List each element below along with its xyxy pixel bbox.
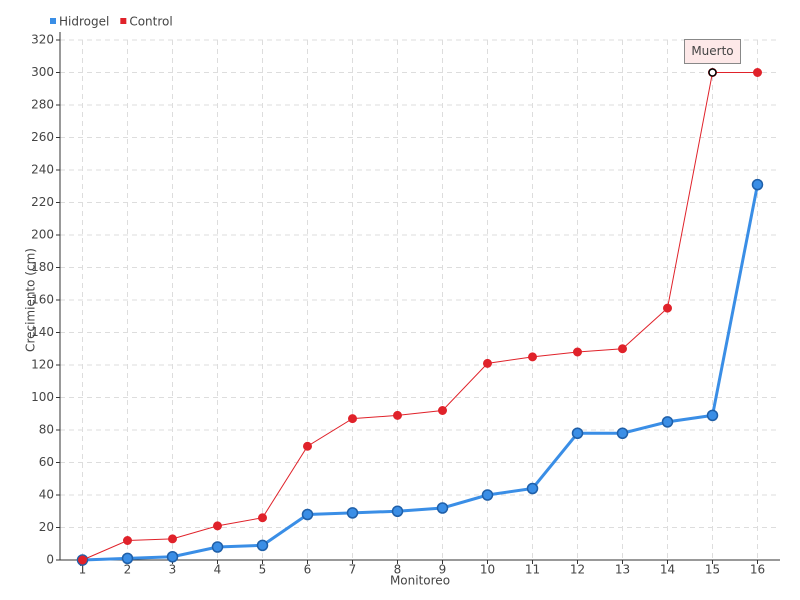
data-point [123, 536, 132, 545]
data-point [438, 406, 447, 415]
x-tick-label: 4 [214, 563, 222, 577]
data-point [751, 178, 764, 191]
x-tick-label: 10 [480, 563, 495, 577]
y-tick-label: 180 [31, 260, 54, 274]
series-line [82, 184, 759, 562]
data-point [256, 539, 269, 552]
data-point [166, 551, 179, 563]
y-tick-label: 100 [31, 390, 54, 404]
x-tick-label: 3 [169, 563, 177, 577]
data-point [753, 68, 762, 77]
x-tick-label: 12 [570, 563, 585, 577]
data-point [78, 555, 87, 565]
y-tick-label: 120 [31, 358, 54, 372]
x-tick-label: 6 [304, 563, 312, 577]
x-tick-label: 13 [615, 563, 630, 577]
y-tick-label: 80 [39, 423, 54, 437]
data-point [348, 414, 357, 424]
data-point [616, 427, 629, 439]
x-axis-label: Monitoreo [390, 574, 450, 588]
data-point [706, 409, 719, 422]
annotation-box [684, 39, 741, 64]
data-point [211, 541, 224, 553]
series-line [82, 72, 758, 561]
y-tick-label: 200 [31, 228, 54, 242]
data-point [301, 508, 314, 521]
data-point [391, 505, 404, 517]
data-point [213, 521, 222, 531]
y-tick-label: 20 [39, 520, 54, 534]
y-tick-label: 160 [31, 293, 54, 307]
data-point [303, 441, 312, 451]
x-tick-label: 7 [349, 563, 357, 577]
x-tick-label: 15 [705, 563, 720, 577]
x-tick-label: 8 [394, 563, 402, 577]
legend-label: Hidrogel [59, 15, 109, 29]
y-tick-label: 140 [31, 325, 54, 339]
y-tick-label: 220 [31, 195, 54, 209]
data-point [393, 410, 402, 420]
data-point [661, 416, 674, 428]
x-tick-label: 5 [259, 563, 267, 577]
data-point [258, 513, 267, 523]
y-tick-label: 60 [39, 455, 54, 469]
data-point [573, 347, 582, 357]
legend-swatch [120, 18, 127, 24]
x-tick-label: 11 [525, 563, 540, 577]
y-tick-label: 260 [31, 130, 54, 144]
data-point [168, 534, 177, 544]
data-point [571, 427, 584, 439]
data-point [526, 482, 539, 495]
y-tick-label: 300 [31, 65, 54, 79]
legend-swatch [50, 18, 56, 24]
x-tick-label: 14 [660, 563, 675, 577]
y-tick-label: 280 [31, 98, 54, 112]
legend-label: Control [129, 15, 172, 29]
data-point [483, 358, 492, 368]
x-tick-label: 9 [439, 563, 447, 577]
y-axis-label: Crecimiento (cm) [24, 248, 38, 352]
data-point [528, 352, 537, 362]
annotation-marker [708, 68, 717, 77]
y-tick-label: 0 [46, 553, 54, 567]
y-tick-label: 40 [39, 488, 54, 502]
data-point [481, 489, 494, 501]
data-point [436, 502, 449, 514]
annotation-text: Muerto [691, 44, 733, 58]
x-tick-label: 1 [79, 563, 87, 577]
data-point [121, 552, 134, 565]
y-tick-label: 240 [31, 163, 54, 177]
data-point [618, 344, 627, 354]
y-tick-label: 320 [31, 33, 54, 47]
x-tick-label: 2 [124, 563, 132, 577]
data-point [663, 303, 672, 313]
x-tick-label: 16 [750, 563, 765, 577]
data-point [346, 507, 359, 519]
